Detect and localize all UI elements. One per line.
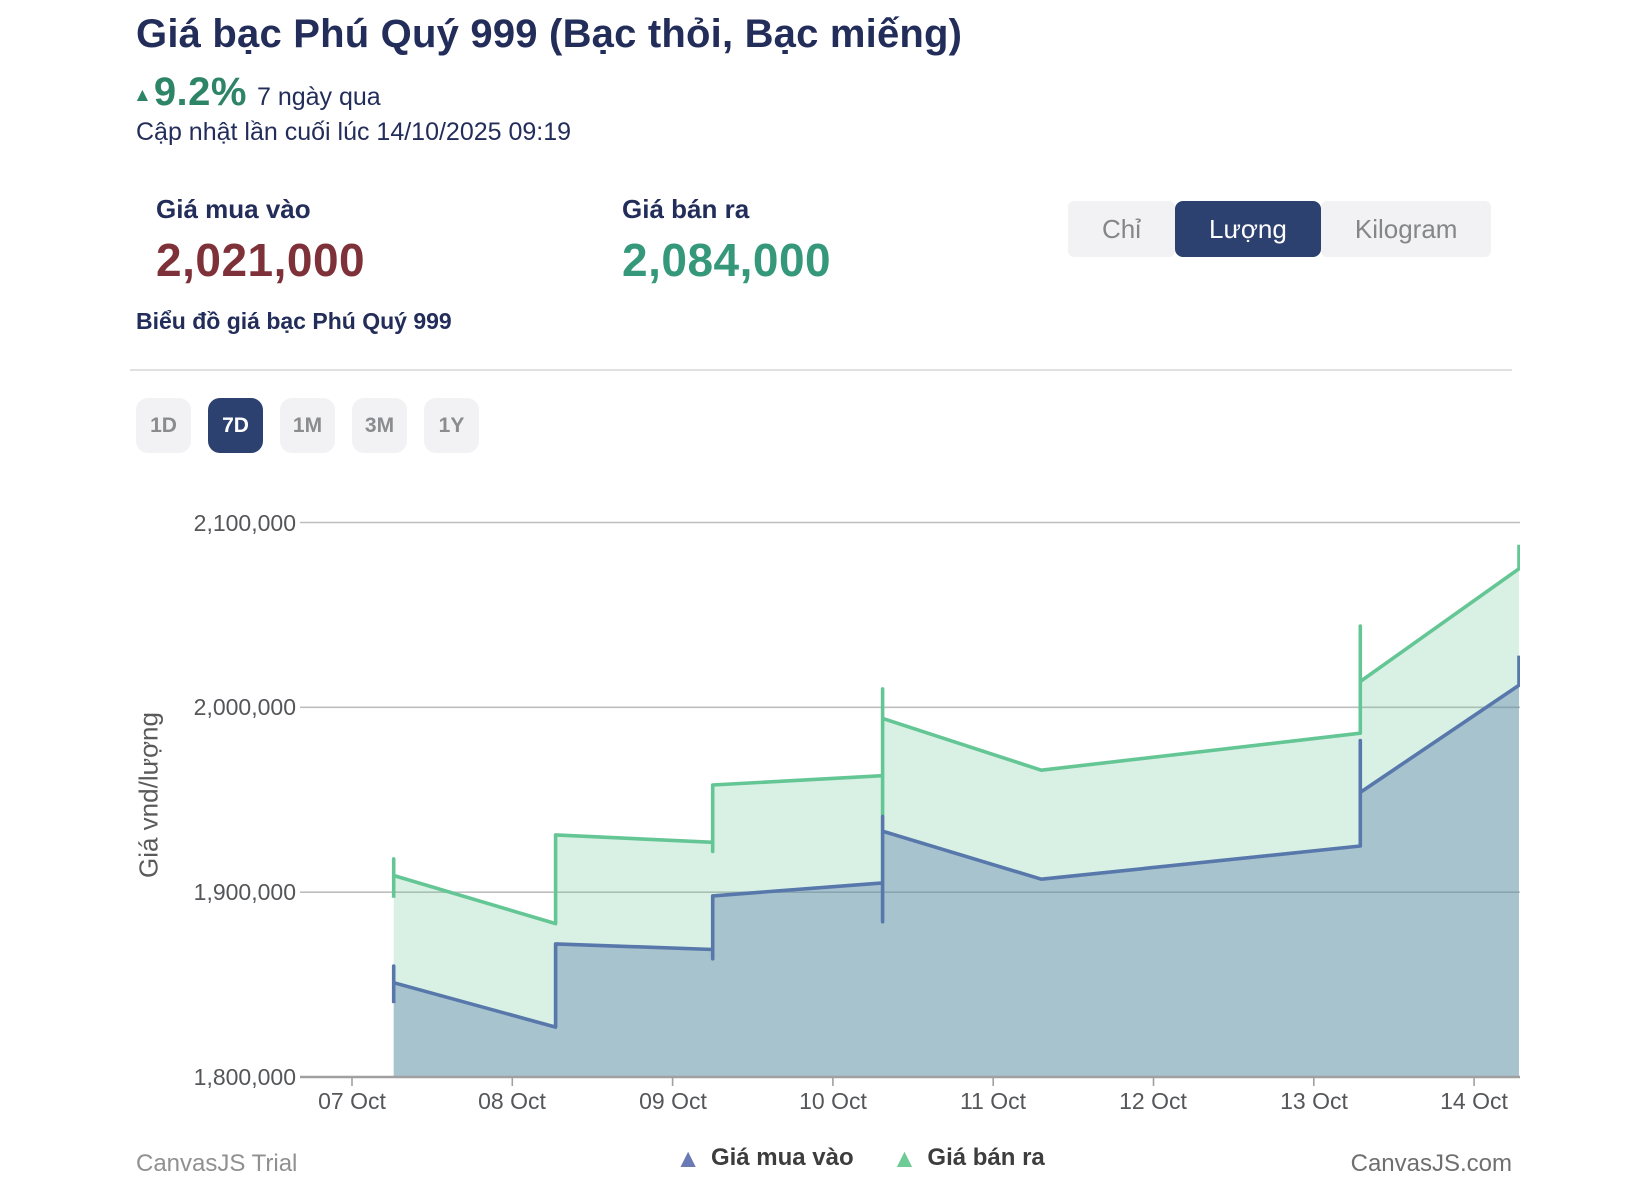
page-title: Giá bạc Phú Quý 999 (Bạc thỏi, Bạc miếng… (136, 12, 963, 56)
legend-label-buy: Giá mua vào (710, 1144, 854, 1171)
buy-price-label: Giá mua vào (156, 194, 311, 224)
unit-toggle: Chỉ Lượng Kilogram (1068, 201, 1492, 257)
x-tick-label: 08 Oct (478, 1088, 546, 1114)
y-axis-title: Giá vnd/lượng (133, 712, 164, 878)
chart-legend: ▲ Giá mua vào ▲ Giá bán ra (300, 1144, 1420, 1172)
legend-item-buy[interactable]: ▲ Giá mua vào (675, 1144, 853, 1172)
change-percent: 9.2% (153, 70, 247, 114)
up-arrow-icon: ▲ (133, 85, 152, 106)
x-tick-label: 14 Oct (1440, 1088, 1508, 1114)
canvasjs-site-link[interactable]: CanvasJS.com (1350, 1150, 1512, 1177)
change-period: 7 ngày qua (256, 83, 381, 111)
x-tick-label: 11 Oct (959, 1088, 1027, 1114)
price-area-chart[interactable] (300, 480, 1520, 1100)
legend-label-sell: Giá bán ra (927, 1144, 1045, 1171)
y-tick-label: 1,900,000 (193, 879, 296, 905)
chart-section-title: Biểu đồ giá bạc Phú Quý 999 (136, 308, 452, 334)
x-tick-label: 07 Oct (318, 1088, 386, 1114)
y-tick-label: 2,000,000 (193, 694, 296, 720)
range-selector: 1D 7D 1M 3M 1Y (136, 398, 479, 453)
sell-price-block: Giá bán ra 2,084,000 (622, 194, 831, 287)
divider (130, 369, 1512, 371)
triangle-marker-icon: ▲ (675, 1143, 701, 1173)
canvasjs-trial-text: CanvasJS Trial (136, 1150, 298, 1177)
sell-price-value: 2,084,000 (622, 234, 832, 286)
y-tick-label: 1,800,000 (193, 1064, 296, 1090)
triangle-marker-icon: ▲ (891, 1143, 918, 1173)
x-tick-label: 13 Oct (1280, 1088, 1348, 1114)
legend-item-sell[interactable]: ▲ Giá bán ra (892, 1144, 1045, 1172)
x-tick-label: 12 Oct (1119, 1088, 1187, 1114)
y-tick-label: 2,100,000 (193, 510, 296, 536)
last-updated-text: Cập nhật lần cuối lúc 14/10/2025 09:19 (136, 118, 572, 146)
sell-price-label: Giá bán ra (622, 194, 750, 224)
range-button-1m[interactable]: 1M (280, 398, 335, 453)
range-button-7d[interactable]: 7D (208, 398, 263, 453)
x-tick-label: 09 Oct (639, 1088, 707, 1114)
unit-button-chi[interactable]: Chỉ (1068, 201, 1176, 257)
range-button-1d[interactable]: 1D (136, 398, 191, 453)
buy-price-block: Giá mua vào 2,021,000 (156, 194, 365, 287)
unit-button-kilogram[interactable]: Kilogram (1320, 201, 1492, 257)
range-button-1y[interactable]: 1Y (424, 398, 479, 453)
range-button-3m[interactable]: 3M (352, 398, 407, 453)
change-badge: ▲ 9.2% 7 ngày qua (133, 70, 381, 115)
x-tick-label: 10 Oct (799, 1088, 867, 1114)
buy-price-value: 2,021,000 (156, 234, 366, 286)
unit-button-luong[interactable]: Lượng (1175, 201, 1321, 257)
